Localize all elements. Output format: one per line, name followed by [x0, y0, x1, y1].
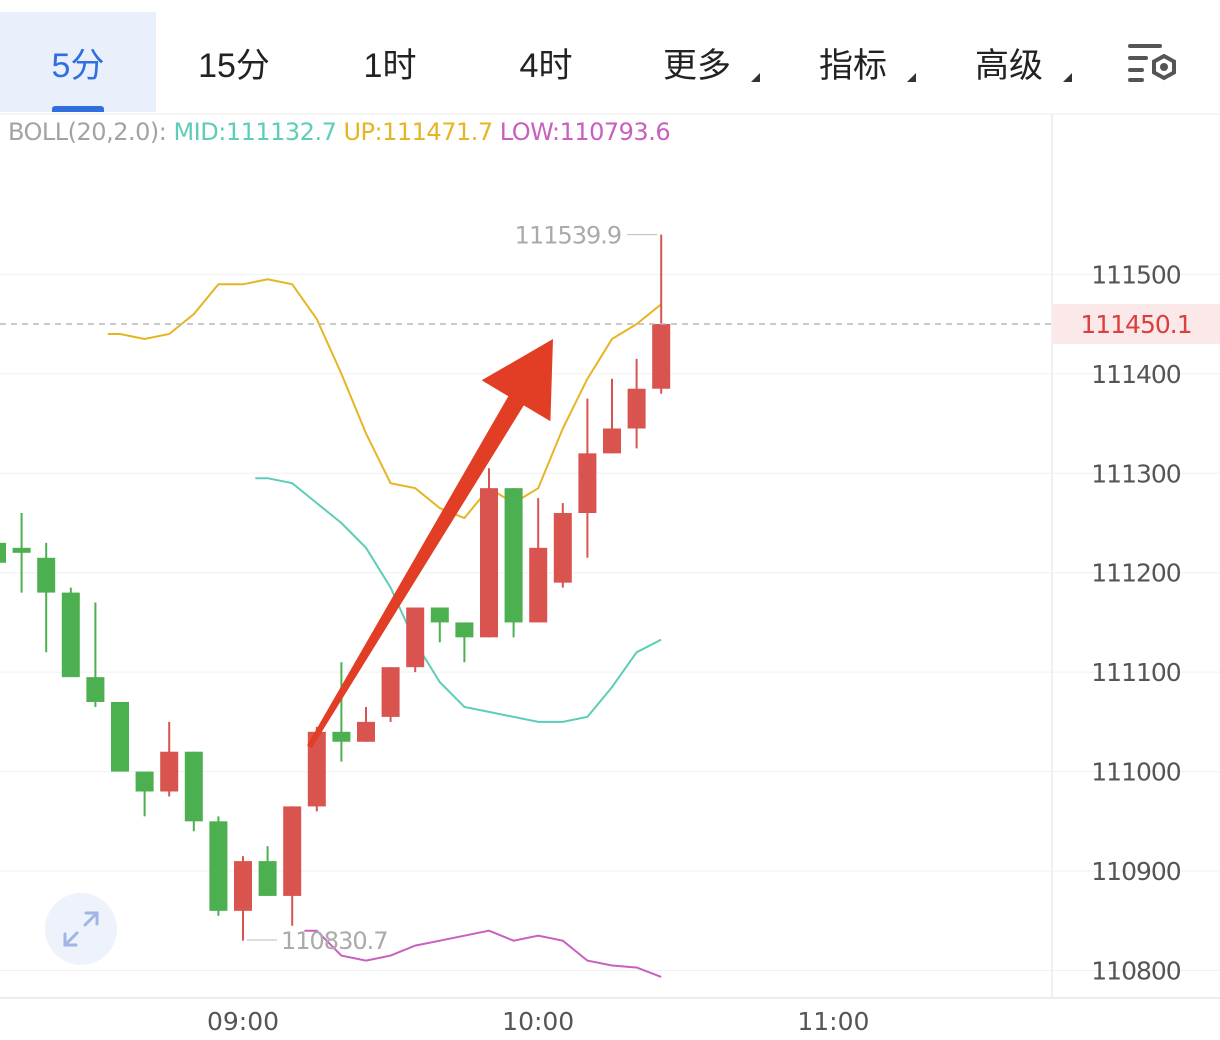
boll-mid-line — [255, 477, 662, 723]
y-tick-label: 110800 — [1091, 957, 1181, 986]
tab-label: 1时 — [363, 46, 417, 85]
tab-label: 更多 — [663, 46, 731, 85]
y-tick-label: 111100 — [1091, 658, 1181, 687]
candle-body — [86, 677, 105, 702]
candle-body — [111, 701, 129, 772]
candle-body — [12, 547, 31, 553]
boll-legend: BOLL(20,2.0): MID:111132.7 UP:111471.7 L… — [8, 118, 671, 146]
y-tick-label: 111000 — [1091, 758, 1181, 787]
high-price-label: 111539.9 — [515, 222, 622, 250]
tab-label: 5分 — [51, 46, 105, 85]
boll-low-line — [304, 929, 662, 978]
y-tick-label: 111300 — [1091, 459, 1181, 488]
last-price-label: 111450.1 — [1080, 310, 1191, 339]
low-price-label: 110830.7 — [281, 927, 388, 955]
dropdown-caret-icon — [1063, 73, 1072, 82]
candle-body — [37, 557, 56, 593]
candle-body — [234, 861, 252, 911]
candle-body — [135, 771, 154, 792]
candle-body — [480, 488, 498, 638]
trend-arrow-annotation — [307, 339, 553, 749]
candle-body — [0, 542, 6, 563]
dropdown-caret-icon — [751, 73, 760, 82]
dropdown-caret-icon — [907, 73, 916, 82]
candle-body — [61, 592, 80, 678]
candle-body — [455, 622, 474, 638]
boll-up-line — [107, 278, 662, 520]
last-price-tag — [1053, 303, 1220, 344]
candle-body — [381, 667, 400, 717]
tab-label: 指标 — [819, 46, 887, 85]
candle-body — [578, 453, 597, 514]
tab-4h[interactable]: 4时 — [468, 12, 624, 112]
candle-body — [430, 607, 449, 623]
tab-5min[interactable]: 5分 — [0, 12, 156, 112]
tab-more[interactable]: 更多 — [632, 12, 762, 112]
boll-legend-name: BOLL(20,2.0): — [8, 118, 167, 146]
tab-label: 高级 — [975, 46, 1043, 85]
x-tick-label: 10:00 — [502, 1007, 574, 1036]
y-tick-label: 111500 — [1091, 260, 1181, 289]
tab-label: 4时 — [519, 46, 573, 85]
boll-legend-low: LOW:110793.6 — [499, 118, 671, 146]
y-tick-label: 111200 — [1091, 559, 1181, 588]
candle-body — [160, 751, 179, 792]
active-tab-indicator — [52, 106, 104, 112]
candle-body — [184, 751, 203, 822]
boll-legend-up: UP:111471.7 — [343, 118, 493, 146]
candle-body — [258, 861, 277, 896]
tab-15min[interactable]: 15分 — [156, 12, 312, 112]
candle-body — [209, 821, 228, 911]
tab-label: 15分 — [198, 46, 270, 85]
expand-arrows-icon[interactable] — [45, 893, 117, 965]
tab-1h[interactable]: 1时 — [312, 12, 468, 112]
candle-body — [332, 731, 351, 742]
tab-advanced[interactable]: 高级 — [944, 12, 1074, 112]
candle-body — [603, 428, 621, 454]
chart-settings-icon[interactable] — [1126, 40, 1182, 86]
tab-indicators[interactable]: 指标 — [788, 12, 918, 112]
y-tick-label: 110900 — [1091, 857, 1181, 886]
candle-body — [504, 488, 523, 623]
timeframe-tabs: 5分 15分 1时 4时 更多 指标 高级 — [0, 0, 1220, 114]
candle-body — [283, 806, 302, 896]
candle-body — [627, 388, 646, 429]
candle-body — [553, 513, 572, 583]
x-tick-label: 09:00 — [207, 1007, 279, 1036]
candle-body — [406, 607, 425, 668]
candle-body — [529, 547, 548, 623]
candle-body — [307, 731, 326, 807]
boll-legend-mid: MID:111132.7 — [173, 118, 337, 146]
candle-body — [357, 721, 375, 742]
y-tick-label: 111400 — [1091, 360, 1181, 389]
candle-body — [652, 323, 671, 389]
x-tick-label: 11:00 — [797, 1007, 869, 1036]
